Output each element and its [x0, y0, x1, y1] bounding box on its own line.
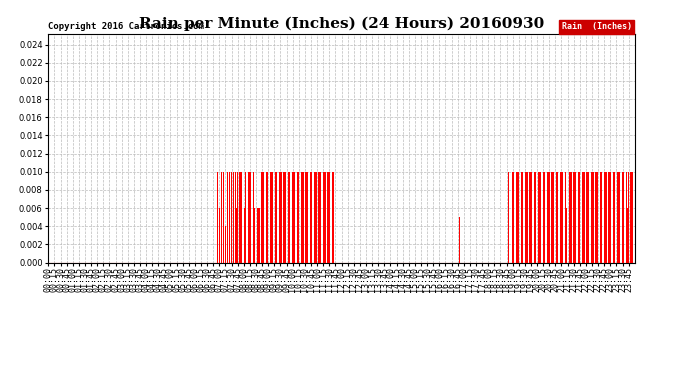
Title: Rain per Minute (Inches) (24 Hours) 20160930: Rain per Minute (Inches) (24 Hours) 2016… [139, 17, 544, 31]
Text: Copyright 2016 Cartronics.com: Copyright 2016 Cartronics.com [48, 22, 204, 32]
Text: Rain  (Inches): Rain (Inches) [562, 22, 632, 32]
